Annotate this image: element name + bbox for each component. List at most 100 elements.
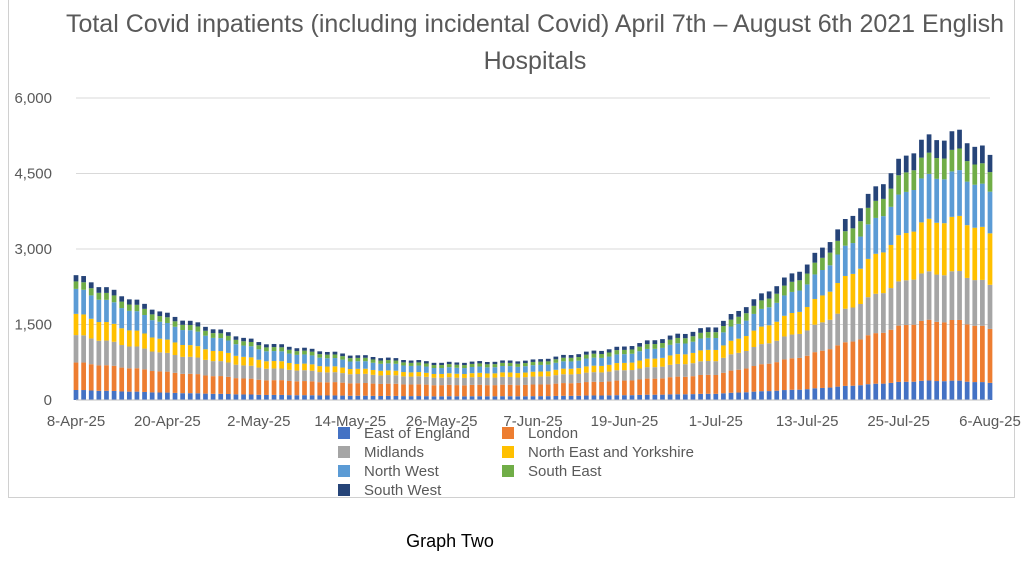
bar-segment xyxy=(622,362,627,371)
bar-segment xyxy=(324,382,330,396)
bar-segment xyxy=(431,362,437,366)
bar-segment xyxy=(81,335,86,363)
bar-segment xyxy=(439,396,444,400)
bar-segment xyxy=(987,233,993,285)
bar-segment xyxy=(804,306,810,331)
bar-segment xyxy=(439,385,444,397)
bar-segment xyxy=(941,275,947,323)
bar-segment xyxy=(324,354,330,359)
bar-segment xyxy=(812,298,818,325)
bar-segment xyxy=(462,377,467,386)
bar-segment xyxy=(705,349,711,361)
bar-segment xyxy=(850,341,856,386)
bar-segment xyxy=(850,273,856,308)
bar-segment xyxy=(385,363,391,371)
bar-segment xyxy=(538,371,543,377)
bar-segment xyxy=(644,348,650,359)
bar-segment xyxy=(233,355,239,365)
bar-segment xyxy=(279,351,285,362)
bar-segment xyxy=(804,330,810,356)
bar-segment xyxy=(96,299,102,323)
bar-segment xyxy=(484,361,490,365)
bar-segment xyxy=(408,365,414,373)
bar-segment xyxy=(622,380,627,396)
bar-segment xyxy=(812,388,818,400)
bar-segment xyxy=(972,164,978,185)
bar-segment xyxy=(941,140,947,159)
bar-segment xyxy=(195,346,201,358)
bar-segment xyxy=(820,387,825,400)
bar-segment xyxy=(721,332,726,346)
bar-segment xyxy=(96,340,102,366)
bar-segment xyxy=(408,372,414,377)
bar-segment xyxy=(842,219,848,232)
bar-segment xyxy=(583,372,589,383)
bar-segment xyxy=(515,377,521,386)
bar-segment xyxy=(119,391,125,400)
bar-segment xyxy=(363,395,368,400)
bar-segment xyxy=(682,376,688,395)
bar-segment xyxy=(241,365,246,379)
bar-segment xyxy=(446,364,452,368)
bar-segment xyxy=(454,362,460,365)
bar-segment xyxy=(881,383,886,400)
bar-segment xyxy=(279,344,285,348)
bar-segment xyxy=(781,359,787,391)
bar-segment xyxy=(317,357,323,367)
bar-segment xyxy=(743,368,749,393)
bar-segment xyxy=(378,358,384,361)
bar-segment xyxy=(408,396,414,400)
bar-segment xyxy=(705,337,711,350)
bar-segment xyxy=(401,360,406,363)
bar-segment xyxy=(561,361,566,369)
bar-segment xyxy=(926,380,932,400)
bar-segment xyxy=(835,240,841,255)
bar-segment xyxy=(431,385,437,397)
bar-segment xyxy=(256,359,262,368)
bar-segment xyxy=(530,384,536,397)
bar-segment xyxy=(355,368,361,375)
bar-segment xyxy=(73,281,79,289)
bar-segment xyxy=(896,325,901,382)
bar-segment xyxy=(271,343,277,348)
bar-segment xyxy=(157,321,163,339)
bar-segment xyxy=(682,354,688,365)
bar-segment xyxy=(195,357,201,375)
bar-segment xyxy=(248,394,254,400)
bar-segment xyxy=(355,374,361,384)
bar-segment xyxy=(987,284,993,329)
bar-segment xyxy=(73,275,79,282)
bar-segment xyxy=(660,339,665,344)
bar-segment xyxy=(873,293,879,334)
bar-segment xyxy=(523,396,528,400)
bar-segment xyxy=(149,351,155,372)
bar-segment xyxy=(96,365,102,391)
bar-segment xyxy=(599,357,604,366)
bar-segment xyxy=(797,357,802,390)
bar-segment xyxy=(827,265,833,292)
bar-segment xyxy=(713,332,719,338)
bar-segment xyxy=(294,395,300,400)
bar-segment xyxy=(957,319,962,381)
bar-segment xyxy=(728,354,734,371)
y-axis: 0 1,500 3,000 4,500 6,000 xyxy=(14,90,52,409)
bar-segment xyxy=(81,362,86,391)
bar-segment xyxy=(721,372,726,394)
bar-segment xyxy=(652,344,658,349)
bar-segment xyxy=(842,231,848,246)
bar-segment xyxy=(385,395,391,400)
bar-segment xyxy=(149,337,155,352)
x-tick-label: 14-May-25 xyxy=(314,413,386,430)
bar-segment xyxy=(294,363,300,371)
bar-segment xyxy=(736,316,742,324)
bar-segment xyxy=(462,385,467,397)
bar-segment xyxy=(896,235,901,282)
bar-segment xyxy=(903,280,909,326)
bar-segment xyxy=(81,390,86,400)
bar-segment xyxy=(157,338,163,353)
bar-segment xyxy=(591,353,597,358)
bar-segment xyxy=(134,391,140,400)
bar-segment xyxy=(233,336,239,340)
bar-segment xyxy=(568,368,574,375)
bar-segment xyxy=(225,394,231,400)
